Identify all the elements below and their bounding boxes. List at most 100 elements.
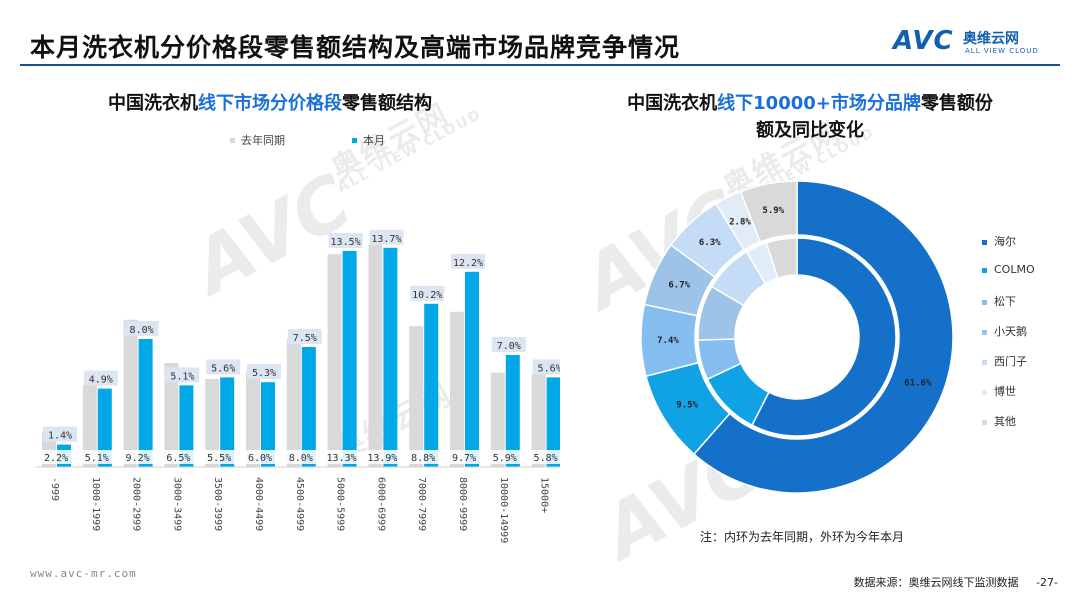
logo-cn: 奥维云网 [963, 31, 1019, 47]
legend-swatch [982, 419, 987, 425]
legend-label: 博世 [994, 385, 1016, 398]
bar-prev-label-bg [528, 450, 560, 464]
donut-outer-label: 5.9% [762, 206, 784, 216]
bar-prev [164, 363, 179, 467]
donut-title-pre: 中国洗衣机 [627, 93, 718, 114]
x-tick-label: 7000-7999 [416, 477, 427, 531]
bar-curr-label: 5.6% [211, 363, 235, 374]
bar-curr-label-bg [410, 285, 445, 301]
bar-prev-label-bg [120, 450, 155, 464]
bar-curr [383, 247, 398, 467]
bar-prev-label: 5.9% [493, 453, 517, 464]
bar-curr-label: 13.5% [331, 237, 361, 248]
bar-prev [205, 379, 220, 467]
page-title: 本月洗衣机分价格段零售额结构及高端市场品牌竞争情况 [30, 33, 681, 62]
bar-prev [450, 311, 464, 467]
bar-curr-label-bg [287, 329, 322, 344]
bar-curr-label-bg [206, 359, 241, 375]
bar-prev-label-bg [39, 450, 73, 464]
bar-curr-label: 5.6% [538, 363, 560, 374]
donut-outer-label: 61.6% [904, 379, 932, 389]
bar-curr [97, 388, 112, 467]
bar-title-post: 零售额结构 [342, 93, 432, 114]
legend-item: COLMO [982, 263, 1035, 276]
price-segment-bar-chart: 去年同期 本月 2.2% 1.4% -999 5.1% 4.9% 1000-1999 9.2% 8… [36, 133, 560, 543]
bar-title-highlight: 线下市场分价格段 [198, 93, 342, 114]
bar-curr [342, 251, 357, 467]
donut-chart-title: 中国洗衣机线下10000+市场分品牌零售额份 额及同比变化 [590, 90, 1030, 144]
bar-curr [179, 385, 194, 467]
legend-swatch-prev [230, 138, 235, 143]
bar-prev [327, 254, 342, 467]
legend-item: 其他 [982, 413, 1016, 429]
bar-prev-label-bg [447, 450, 481, 464]
x-tick-label: 15000+ [539, 477, 550, 513]
footer-url[interactable]: www.avc-mr.com [30, 567, 137, 580]
bar-prev-label: 5.5% [207, 453, 231, 464]
x-tick-label: 4500-4999 [294, 477, 305, 531]
bar-prev [531, 374, 546, 467]
legend-label: 小天鹅 [994, 325, 1027, 338]
source-text: 数据来源：奥维云网线下监测数据 [853, 576, 1019, 589]
bar-prev [246, 371, 260, 467]
legend-item: 松下 [982, 293, 1016, 309]
bar-curr [261, 382, 275, 467]
legend-item: 海尔 [982, 233, 1016, 249]
donut-outer-segment [739, 180, 798, 243]
bar-curr-label-bg [532, 359, 560, 375]
bar-chart-title: 中国洗衣机线下市场分价格段零售额结构 [50, 90, 490, 117]
bar-curr-label: 7.0% [497, 341, 521, 352]
bar-curr-label: 5.1% [170, 371, 194, 382]
bar-prev [82, 385, 97, 467]
bar-curr-label-bg [43, 426, 77, 442]
bar-curr-label-bg [83, 370, 118, 386]
bar-curr-label: 7.5% [293, 333, 317, 344]
x-tick-label: 1000-1999 [90, 477, 101, 531]
bar-prev [123, 319, 138, 467]
bar-curr [138, 339, 153, 467]
bar-curr-label-bg [328, 233, 363, 248]
bar-prev [286, 339, 301, 467]
bar-prev-label-bg [202, 450, 237, 464]
bar-curr-label-bg [124, 321, 159, 336]
bar-prev-label: 6.5% [166, 453, 190, 464]
legend-label-curr: 本月 [363, 133, 385, 147]
legend-swatch [982, 299, 987, 305]
avc-logo: AVC 奥维云网 ALL VIEW CLOUD [893, 26, 1063, 60]
bar-curr-label: 13.7% [371, 234, 401, 245]
x-tick-label: -999 [49, 477, 60, 501]
donut-outer-label: 6.3% [699, 238, 721, 248]
x-tick-label: 10000-14999 [498, 477, 509, 543]
bar-prev-label: 5.1% [85, 453, 109, 464]
donut-outer-label: 6.7% [668, 280, 690, 290]
bar-prev-label-bg [243, 450, 277, 464]
x-tick-label: 3000-3499 [171, 477, 182, 531]
legend-label: COLMO [994, 263, 1035, 276]
x-tick-label: 4000-4499 [253, 477, 264, 531]
donut-outer-label: 2.8% [729, 217, 751, 227]
bar-prev-label: 8.8% [411, 453, 435, 464]
bar-curr-label-bg [247, 364, 281, 380]
legend-item: 小天鹅 [982, 323, 1027, 339]
bar-curr-label: 12.2% [453, 258, 483, 269]
x-tick-label: 8000-9999 [457, 477, 468, 531]
legend-swatch [982, 239, 987, 245]
legend-swatch [982, 329, 987, 335]
bar-prev-label-bg [79, 450, 114, 464]
legend-label: 松下 [994, 295, 1016, 308]
bar-curr-label-bg [491, 337, 526, 352]
bar-title-pre: 中国洗衣机 [108, 93, 198, 114]
x-tick-label: 2000-2999 [131, 477, 142, 531]
x-tick-label: 3500-3999 [212, 477, 223, 531]
bar-curr-label: 5.3% [252, 368, 276, 379]
bar-prev-label: 13.9% [367, 453, 397, 464]
bar-prev-label: 2.2% [44, 453, 68, 464]
x-tick-label: 5000-5999 [335, 477, 346, 531]
legend-item: 博世 [982, 383, 1016, 399]
legend-label: 西门子 [994, 355, 1027, 368]
bar-curr-label-bg [369, 229, 404, 245]
legend-swatch [982, 267, 987, 273]
bar-prev [409, 326, 424, 467]
header-divider [20, 64, 1060, 66]
bar-curr [465, 271, 479, 467]
